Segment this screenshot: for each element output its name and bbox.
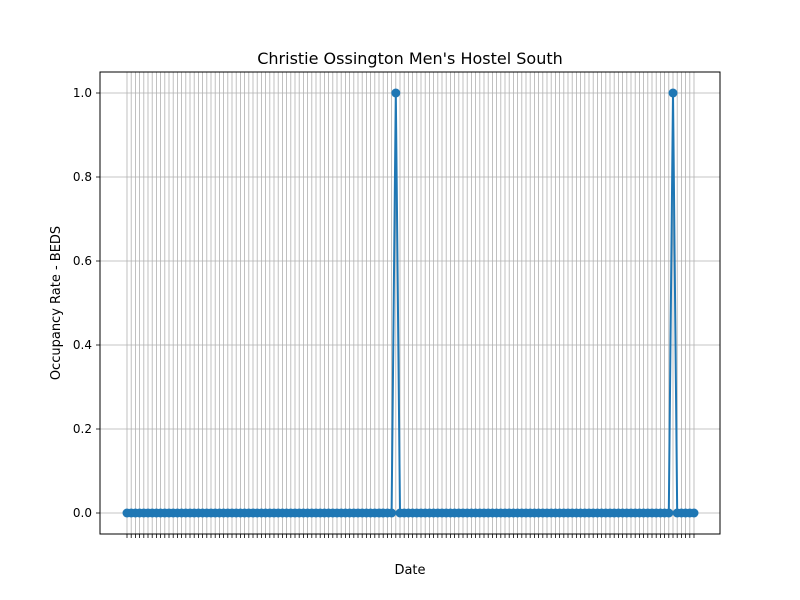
- x-axis-label: Date: [394, 563, 425, 578]
- series-markers: [122, 88, 699, 518]
- y-tick-label: 1.0: [73, 86, 92, 100]
- data-point: [689, 508, 699, 518]
- y-tick-label: 0.0: [73, 506, 92, 520]
- y-tick-label: 0.4: [73, 338, 92, 352]
- y-axis-label: Occupancy Rate - BEDS: [49, 226, 64, 380]
- y-axis: 0.0 0.2 0.4 0.6 0.8 1.0: [73, 86, 100, 520]
- plot-area: [100, 72, 720, 534]
- data-point: [664, 508, 674, 518]
- y-tick-label: 0.2: [73, 422, 92, 436]
- data-point: [391, 88, 401, 98]
- plot-frame: [99, 71, 721, 535]
- y-tick-label: 0.6: [73, 254, 92, 268]
- data-point: [387, 508, 397, 518]
- data-point: [668, 88, 678, 98]
- y-tick-label: 0.8: [73, 170, 92, 184]
- x-axis: [126, 534, 695, 538]
- chart-title: Christie Ossington Men's Hostel South: [257, 49, 563, 68]
